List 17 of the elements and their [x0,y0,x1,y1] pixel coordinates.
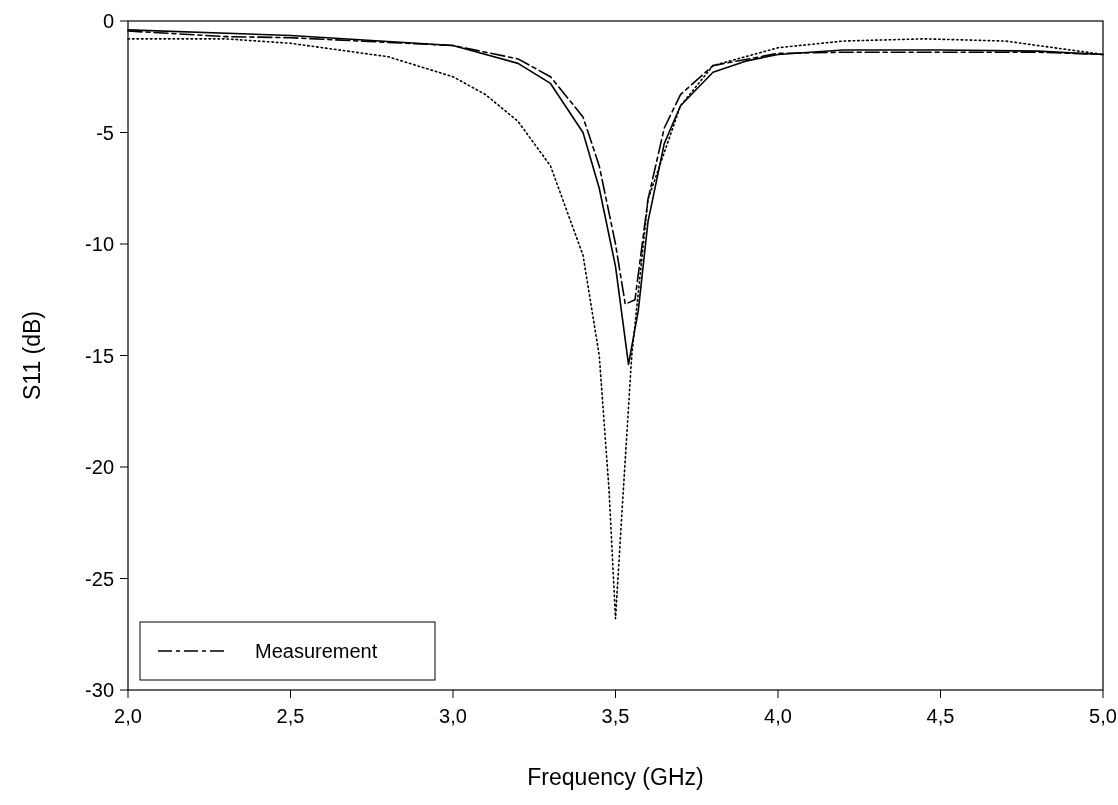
x-tick-label: 5,0 [1089,705,1117,727]
y-tick-label: -10 [85,233,114,255]
x-tick-label: 4,0 [764,705,792,727]
x-tick-label: 2,0 [114,705,142,727]
y-tick-label: -25 [85,567,114,590]
x-tick-label: 3,0 [439,705,467,727]
y-axis-title: S11 (dB) [19,310,45,401]
legend-label: Measurement [255,640,378,662]
y-tick-label: -15 [85,344,114,367]
x-tick-label: 4,5 [926,705,955,727]
y-tick-label: 0 [102,10,114,32]
y-tick-label: -20 [85,456,114,478]
x-tick-label: 2,5 [276,705,305,727]
x-axis-title: Frequency (GHz) [527,764,704,790]
y-tick-label: -5 [96,121,114,144]
x-tick-label: 3,5 [601,705,630,727]
y-tick-label: -30 [85,679,114,701]
